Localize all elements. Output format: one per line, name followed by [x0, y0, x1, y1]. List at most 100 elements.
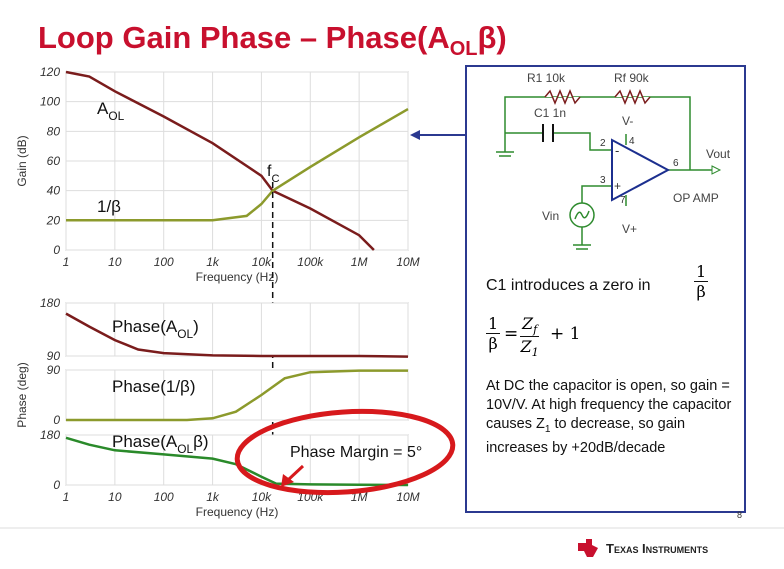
logo-icon — [578, 539, 598, 557]
label: Vin — [542, 209, 559, 223]
label: V+ — [622, 222, 637, 236]
pointer-head — [281, 474, 294, 487]
y-tick-label: 60 — [47, 154, 61, 168]
title-end: β) — [478, 20, 507, 55]
x-tick-label: 1 — [63, 255, 70, 269]
para-text: At DC the capacitor is open, so gain = 1… — [486, 378, 732, 432]
annotation: Phase Margin = 5° — [290, 444, 422, 461]
x-tick-label: 100 — [154, 255, 174, 269]
arrow-head — [410, 130, 420, 140]
y-tick-label: 0 — [53, 413, 60, 427]
label: - — [615, 143, 619, 158]
series-label: Phase(1/β) — [112, 377, 195, 396]
label: Vout — [706, 147, 731, 161]
y-tick-label: 40 — [47, 184, 61, 198]
x-axis-label: Frequency (Hz) — [196, 270, 279, 284]
x-tick-label: 10 — [108, 490, 122, 504]
x-tick-label: 10M — [396, 490, 419, 504]
x-tick-label: 10k — [252, 255, 272, 269]
annotation: fC — [267, 163, 280, 185]
label: 4 — [629, 136, 635, 147]
resistor-r1 — [544, 89, 581, 105]
series-label-part: OL — [177, 327, 193, 341]
x-tick-label: 10k — [252, 490, 272, 504]
opamp — [611, 138, 671, 202]
y-axis-label: Phase (deg) — [15, 362, 29, 427]
plot-area — [65, 302, 409, 357]
resistor-rf — [614, 89, 651, 105]
label: C1 1n — [534, 106, 566, 120]
slide-title: Loop Gain Phase – Phase(AOLβ) — [38, 20, 507, 60]
x-tick-label: 1M — [351, 255, 368, 269]
frac-num: 1 — [694, 262, 709, 282]
note-intro: C1 introduces a zero in — [486, 277, 651, 294]
x-tick-label: 100 — [154, 490, 174, 504]
page-number: 8 — [737, 510, 742, 520]
highlight-ellipse — [234, 408, 456, 496]
series-label: 1/β — [97, 197, 121, 216]
series-line — [65, 70, 375, 251]
label: Rf 90k — [614, 71, 650, 85]
y-tick-label: 90 — [47, 349, 61, 363]
series-label-part: OL — [108, 109, 124, 123]
sub: f — [533, 323, 538, 337]
label: 3 — [600, 175, 606, 186]
series-line — [66, 369, 408, 422]
series-label: Phase(AOLβ) — [112, 432, 209, 456]
note-paragraph: At DC the capacitor is open, so gain = 1… — [486, 377, 736, 458]
label: 6 — [673, 158, 679, 169]
eq-z1: Z1 — [520, 337, 539, 359]
series-label-part: A — [97, 99, 109, 118]
title-text: Loop Gain Phase – Phase(A — [38, 20, 450, 55]
para-end: to decrease, so gain increases by +20dB/… — [486, 416, 686, 456]
annotation-part: f — [267, 163, 272, 180]
logo-text: Texas Instruments — [606, 541, 708, 556]
para-sub: 1 — [544, 423, 551, 435]
series-label-part: β) — [193, 432, 208, 451]
y-tick-label: 120 — [40, 65, 60, 79]
capacitor — [542, 124, 554, 142]
eq-den: β — [488, 334, 498, 353]
y-tick-label: 180 — [40, 428, 60, 442]
y-tick-label: 90 — [47, 363, 61, 377]
y-tick-label: 100 — [40, 95, 60, 109]
circuit-labels: R1 10k Rf 90k C1 1n V- V+ 2 3 4 7 6 - + … — [527, 71, 731, 236]
label: 2 — [600, 138, 606, 149]
label: OP AMP — [673, 191, 719, 205]
series-line — [65, 312, 409, 358]
z: Z — [522, 314, 534, 333]
series-label: Phase(AOL) — [112, 317, 199, 341]
eq-num: 1 — [486, 314, 501, 334]
x-tick-label: 1 — [63, 490, 70, 504]
sub: 1 — [531, 346, 539, 360]
x-tick-label: 10 — [108, 255, 122, 269]
y-axis-label: Gain (dB) — [15, 135, 29, 186]
series-label-part: OL — [177, 442, 193, 456]
series-label-part: Phase(A — [112, 317, 178, 336]
series-label-part: Phase(A — [112, 432, 178, 451]
title-sub: OL — [450, 38, 478, 60]
pointer — [286, 464, 305, 482]
eq-rhs: Zf Z1 — [520, 314, 540, 359]
y-tick-label: 0 — [53, 243, 60, 257]
x-axis-label: Frequency (Hz) — [196, 505, 279, 519]
x-tick-label: 10M — [396, 255, 419, 269]
label: V- — [622, 114, 633, 128]
series-label-part: 1/β — [97, 197, 121, 216]
y-tick-label: 20 — [46, 213, 61, 227]
vin-wave — [574, 210, 590, 220]
label: + — [614, 179, 621, 193]
label: 7 — [620, 195, 626, 206]
eq-equals: = — [504, 324, 519, 344]
y-tick-label: 0 — [53, 478, 60, 492]
eq-zf: Zf — [520, 314, 540, 338]
series-label-part: ) — [193, 317, 199, 336]
x-tick-label: 100k — [297, 255, 324, 269]
x-tick-label: 1k — [206, 255, 220, 269]
series-label: AOL — [97, 99, 125, 123]
series-label-part: Phase(1/β) — [112, 377, 195, 396]
